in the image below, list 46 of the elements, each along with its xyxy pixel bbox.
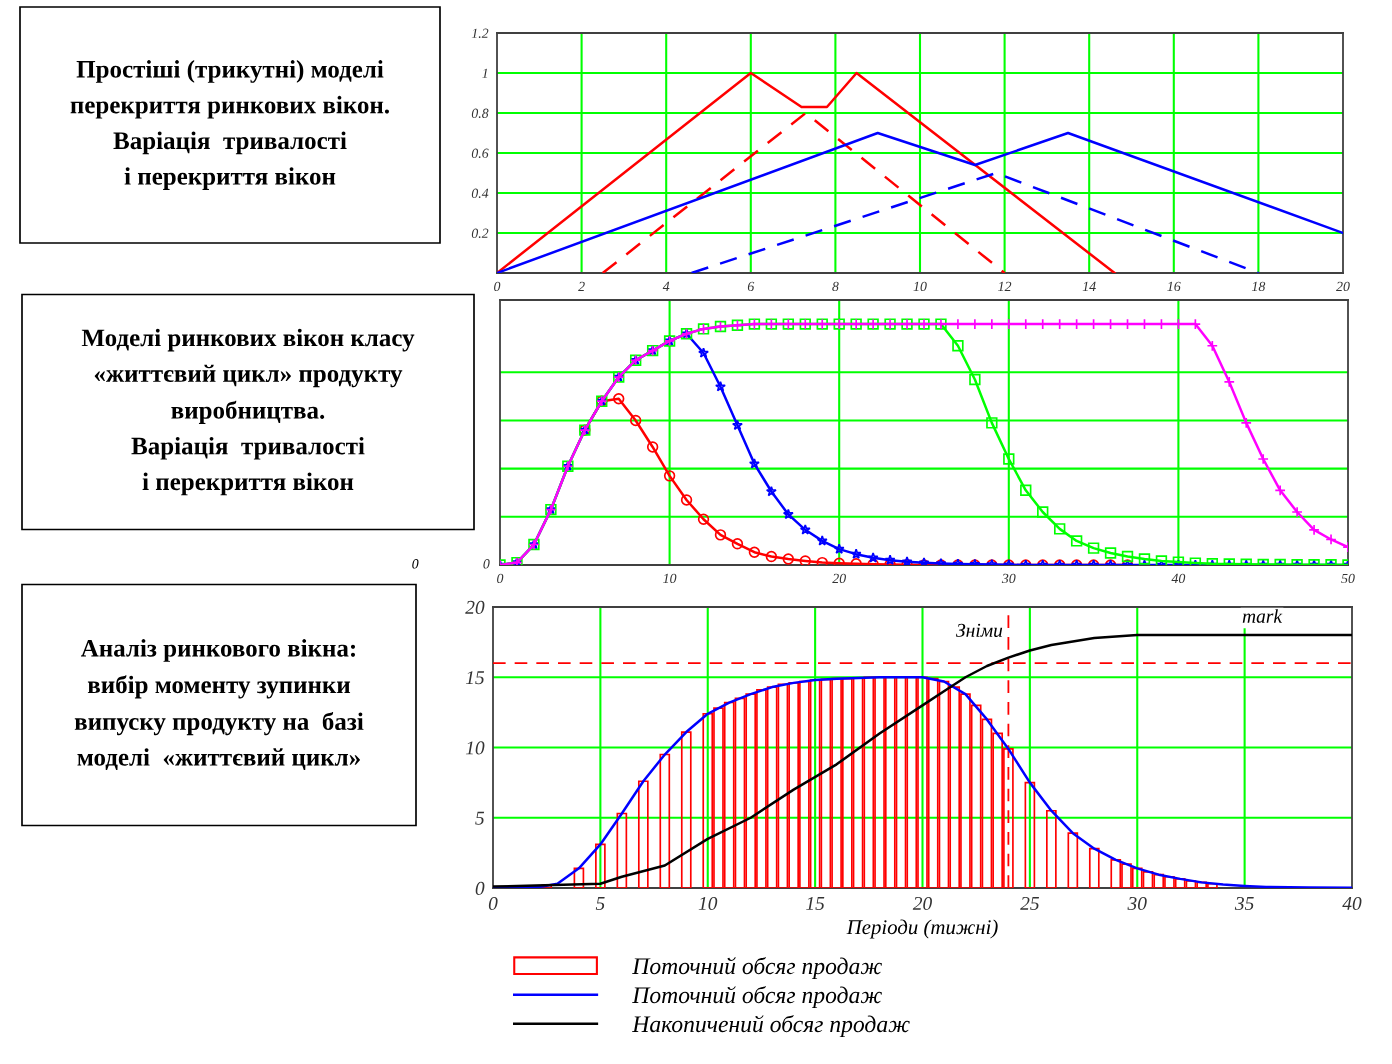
x-tick-label: 20 [1336, 281, 1350, 292]
y-tick-label: 1 [482, 68, 488, 78]
legend-label: Поточний обсяг продаж [632, 957, 882, 979]
y-tick-label: 1.2 [471, 28, 489, 39]
x-tick-label: 0 [494, 281, 501, 292]
x-tick-label: 15 [806, 896, 825, 911]
x-tick-label: 30 [1001, 573, 1016, 584]
x-tick-label: 8 [832, 281, 839, 292]
y-tick-label: 10 [465, 741, 485, 755]
text: Моделі ринкових вікон класу «життєвий цикл» продукту виробництва. Варіація тривалості і перекриття вікон [81, 328, 415, 496]
y-tick-label: 0 [475, 881, 485, 895]
x-tick-label: 40 [1171, 573, 1186, 584]
x-tick-label: 14 [1082, 281, 1096, 291]
y-tick-label: 0.6 [471, 148, 489, 159]
x-tick-label: 6 [747, 281, 755, 292]
x-tick-label: 35 [1234, 896, 1254, 911]
x-tick-label: 30 [1127, 896, 1147, 911]
y-tick-label: 0.4 [471, 188, 489, 199]
x-tick-label: 50 [1341, 573, 1355, 584]
text: 0 [412, 559, 419, 569]
x-tick-label: 16 [1167, 281, 1181, 292]
text: Простіші (трикутні) моделі перекриття ринкових вікон. Варіація тривалості і перекриття вікон [70, 60, 389, 190]
x-tick-label: 12 [998, 281, 1012, 291]
x-tick-label: 10 [698, 896, 718, 911]
x-tick-label: 0 [497, 573, 504, 584]
legend-label: Поточний обсяг продаж [632, 986, 882, 1008]
annotation: mark [1242, 609, 1283, 623]
x-tick-label: 25 [1020, 896, 1040, 911]
y-tick-label: 20 [465, 600, 485, 614]
x-tick-label: 5 [595, 897, 605, 911]
legend-label: Накопичений обсяг продаж [632, 1015, 910, 1037]
x-tick-label: 10 [663, 573, 677, 584]
x-axis-title: Періоди (тижні) [846, 919, 998, 939]
x-tick-label: 2 [578, 281, 585, 291]
y-tick-label: 15 [465, 671, 485, 685]
y-tick-label: 5 [475, 811, 485, 825]
annotation: Зніми [956, 623, 1003, 637]
x-tick-label: 20 [912, 896, 932, 911]
text: Аналіз ринкового вікна: вибір моменту зупинки випуску продукту на базі моделі «життєвий цикл» [74, 639, 364, 770]
x-tick-label: 40 [1342, 896, 1362, 911]
y-tick-label: 0.2 [471, 228, 489, 239]
x-tick-label: 18 [1251, 281, 1266, 292]
x-tick-label: 10 [913, 281, 927, 292]
x-tick-label: 4 [662, 281, 670, 291]
y-tick-label: 0.8 [471, 108, 489, 119]
x-tick-label: 20 [832, 573, 846, 584]
